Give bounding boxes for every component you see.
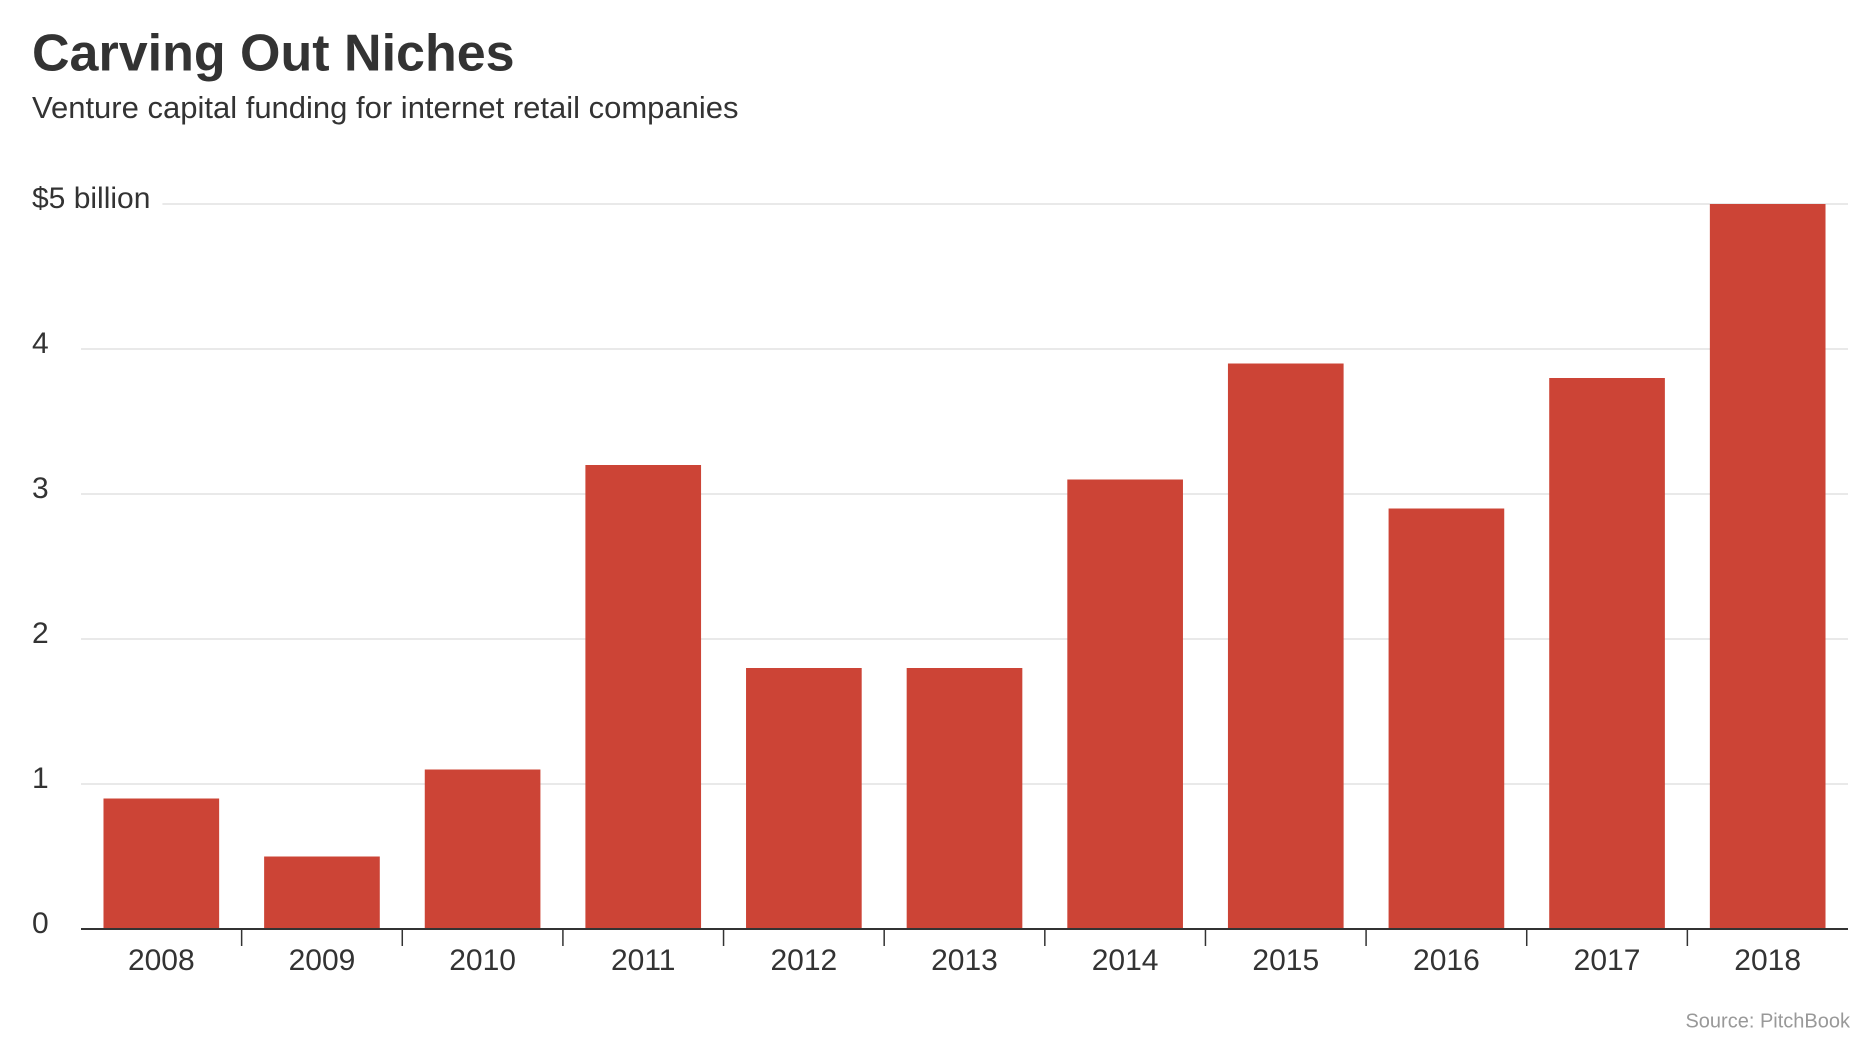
bar (1227, 363, 1344, 929)
y-tick-label: 3 (32, 472, 49, 505)
x-tick-label: 2011 (611, 944, 676, 977)
bar (264, 856, 380, 929)
bar (1549, 378, 1665, 929)
x-tick-label: 2013 (931, 944, 998, 977)
x-tick-label: 2010 (449, 944, 516, 977)
x-tick-label: 2014 (1092, 944, 1159, 977)
bar (585, 465, 702, 929)
x-tick-label: 2017 (1574, 944, 1641, 977)
bar (103, 798, 220, 929)
x-tick-label: 2016 (1413, 944, 1480, 977)
bar (424, 769, 541, 929)
bar (906, 668, 1023, 929)
bar (1067, 479, 1183, 929)
source-note: Source: PitchBook (1685, 1010, 1851, 1032)
chart-subtitle: Venture capital funding for internet ret… (32, 90, 739, 125)
y-tick-label: 2 (32, 617, 49, 650)
x-tick-label: 2012 (770, 944, 837, 977)
bar (1709, 204, 1826, 929)
y-tick-label: 1 (32, 762, 49, 795)
y-tick-label: $5 billion (32, 182, 150, 215)
chart-title: Carving Out Niches (32, 25, 515, 83)
bar (1388, 508, 1505, 929)
x-tick-label: 2008 (128, 944, 195, 977)
x-tick-label: 2009 (289, 944, 356, 977)
x-tick-label: 2018 (1734, 944, 1801, 977)
bar (746, 668, 862, 929)
y-tick-label: 4 (32, 327, 49, 360)
y-tick-label: 0 (32, 907, 49, 940)
x-tick-label: 2015 (1252, 944, 1319, 977)
